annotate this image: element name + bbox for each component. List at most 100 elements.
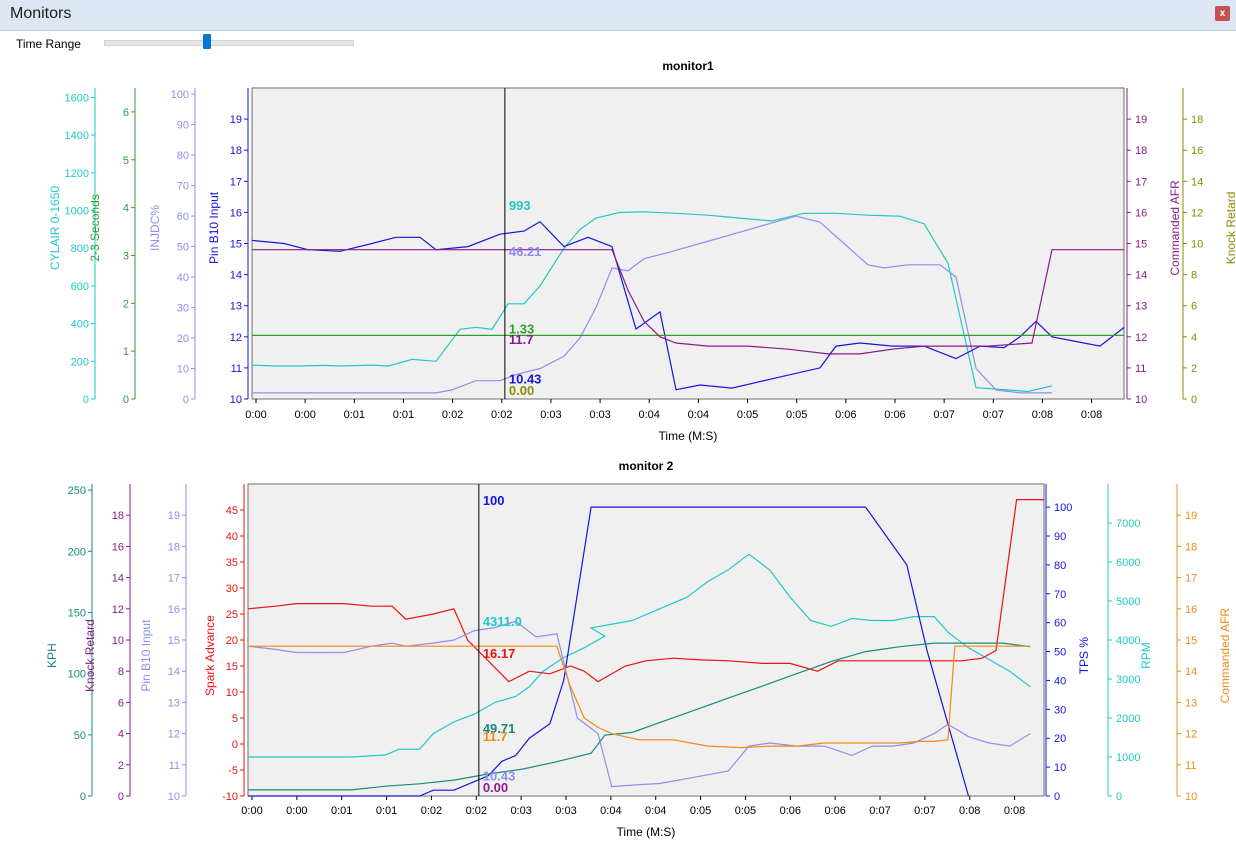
axis-tick-label-injdc: 10 — [177, 364, 189, 376]
axis-tick-label-kph: 200 — [68, 546, 86, 558]
cursor-value-label: 4311.0 — [483, 614, 522, 629]
axis-tick-label-afr2: 18 — [1185, 541, 1197, 553]
axis-tick-label-spark: 25 — [226, 609, 238, 621]
axis-tick-label-afr2: 14 — [1185, 666, 1197, 678]
time-range-slider-track[interactable] — [104, 40, 354, 46]
axis-tick-label-injdc: 20 — [177, 333, 189, 345]
axis-tick-label-afr2: 19 — [1185, 510, 1197, 522]
axis-tick-label-pin: 17 — [230, 176, 242, 188]
x-tick-label: 0:03 — [555, 805, 576, 817]
axis-tick-label-tps: 0 — [1054, 791, 1060, 803]
axis-tick-label-tps: 100 — [1054, 502, 1072, 514]
axis-tick-label-spark: 0 — [232, 739, 238, 751]
axis-tick-label-pin2: 12 — [168, 729, 180, 741]
axis-tick-label-tps: 50 — [1054, 647, 1066, 659]
series-line-afr — [252, 249, 1124, 355]
axis-label-sec: 2-3 Seconds — [88, 194, 102, 261]
cursor-value-label: 993 — [509, 198, 531, 213]
x-tick-label: 0:08 — [1081, 409, 1102, 421]
axis-tick-label-injdc: 40 — [177, 272, 189, 284]
axis-tick-label-knock: 0 — [1191, 394, 1197, 406]
cursor-value-label: 0.00 — [509, 383, 534, 398]
series-line-cyl — [251, 211, 1053, 393]
axis-tick-label-kph: 0 — [80, 791, 86, 803]
axis-tick-label-kph: 250 — [68, 485, 86, 497]
axis-tick-label-kph: 150 — [68, 607, 86, 619]
axis-tick-label-kph: 100 — [68, 669, 86, 681]
axis-tick-label-tps: 70 — [1054, 589, 1066, 601]
axis-tick-label-cyl: 800 — [71, 243, 89, 255]
cursor-value-label: 0.00 — [483, 780, 508, 795]
axis-tick-label-sec: 3 — [123, 250, 129, 262]
axis-tick-label-cyl: 0 — [83, 394, 89, 406]
axis-label-knock2: Knock Retard — [83, 619, 97, 692]
x-tick-label: 0:03 — [510, 805, 531, 817]
axis-sec: 0 1 2 3 4 5 6 2-3 Seconds — [88, 88, 136, 406]
axis-tick-label-knock2: 18 — [112, 510, 124, 522]
axis-knock: 0 2 4 6 8 10 12 14 16 18 Knock Retard — [1182, 88, 1236, 406]
time-range-slider-thumb[interactable] — [203, 34, 211, 49]
axis-tick-label-knock: 10 — [1191, 239, 1203, 251]
axis-tick-label-pin2: 15 — [168, 635, 180, 647]
axis-tick-label-knock: 2 — [1191, 363, 1197, 375]
x-tick-label: 0:05 — [735, 805, 756, 817]
axis-label-kph: KPH — [45, 643, 59, 668]
axis-tick-label-afr2: 10 — [1185, 791, 1197, 803]
axis-tick-label-knock: 16 — [1191, 145, 1203, 157]
axis-tick-label-pin2: 18 — [168, 541, 180, 553]
x-tick-label: 0:04 — [688, 409, 709, 421]
x-tick-label: 0:05 — [690, 805, 711, 817]
close-button[interactable]: x — [1215, 6, 1230, 21]
x-tick-label: 0:06 — [824, 805, 845, 817]
x-tick-label: 0:06 — [835, 409, 856, 421]
x-tick-label: 0:00 — [245, 409, 266, 421]
axis-tick-label-sec: 4 — [123, 203, 129, 215]
x-tick-label: 0:01 — [376, 805, 397, 817]
axis-tick-label-rpm: 7000 — [1116, 518, 1140, 530]
axis-tick-label-knock2: 6 — [118, 697, 124, 709]
axis-tick-label-pin2: 14 — [168, 666, 180, 678]
axis-tick-label-pin: 16 — [230, 207, 242, 219]
x-tick-label: 0:04 — [645, 805, 666, 817]
axis-tick-label-knock2: 10 — [112, 635, 124, 647]
window-titlebar: Monitors x — [0, 0, 1236, 31]
series-line-injdc — [252, 215, 1052, 394]
time-range-label: Time Range — [16, 37, 81, 51]
axis-tick-label-pin: 18 — [230, 145, 242, 157]
cursor-value-label: 49.71 — [483, 721, 516, 736]
axis-afr2: 10 11 12 13 14 15 16 17 18 19 Commanded AFR — [1176, 484, 1232, 803]
axis-tick-label-injdc: 30 — [177, 303, 189, 315]
axis-label-knock: Knock Retard — [1224, 192, 1236, 265]
axis-tick-label-cyl: 400 — [71, 319, 89, 331]
axis-tick-label-cyl: 1200 — [65, 168, 89, 180]
axis-spark: -10 -5 0 5 10 15 20 25 30 35 40 45 Spark Advance — [203, 484, 245, 803]
axis-label-injdc: INJDC% — [148, 205, 162, 251]
axis-tick-label-afr2: 17 — [1185, 573, 1197, 585]
axis-tick-label-injdc: 60 — [177, 211, 189, 223]
axis-tick-label-knock2: 16 — [112, 541, 124, 553]
axis-tick-label-knock: 8 — [1191, 270, 1197, 282]
axis-tick-label-injdc: 90 — [177, 120, 189, 132]
series-line-tps — [248, 506, 970, 797]
axis-tick-label-spark: -5 — [228, 765, 238, 777]
axis-tick-label-knock2: 14 — [112, 573, 124, 585]
axis-tick-label-afr: 15 — [1135, 239, 1147, 251]
axis-cyl: 0 200 400 600 800 1000 1200 1400 1600 CYLAIR 0-16… — [48, 88, 96, 406]
axis-tick-label-tps: 90 — [1054, 531, 1066, 543]
x-tick-label: 0:02 — [442, 409, 463, 421]
axis-tick-label-injdc: 80 — [177, 150, 189, 162]
axis-tick-label-sec: 0 — [123, 394, 129, 406]
x-tick-label: 0:00 — [241, 805, 262, 817]
cursor-value-label: 10.43 — [509, 372, 542, 387]
axis-tick-label-afr: 10 — [1135, 394, 1147, 406]
axis-tick-label-spark: 30 — [226, 583, 238, 595]
axis-afr: 10 11 12 13 14 15 16 17 18 19 Commanded AFR — [1126, 88, 1182, 406]
axis-tick-label-pin2: 19 — [168, 510, 180, 522]
x-tick-label: 0:01 — [331, 805, 352, 817]
axis-tick-label-spark: 20 — [226, 635, 238, 647]
axis-tick-label-afr2: 12 — [1185, 729, 1197, 741]
x-tick-label: 0:00 — [294, 409, 315, 421]
axis-rpm: 0 1000 2000 3000 4000 5000 6000 7000 RPM — [1107, 484, 1153, 803]
x-tick-label: 0:01 — [344, 409, 365, 421]
axis-tick-label-knock2: 12 — [112, 604, 124, 616]
